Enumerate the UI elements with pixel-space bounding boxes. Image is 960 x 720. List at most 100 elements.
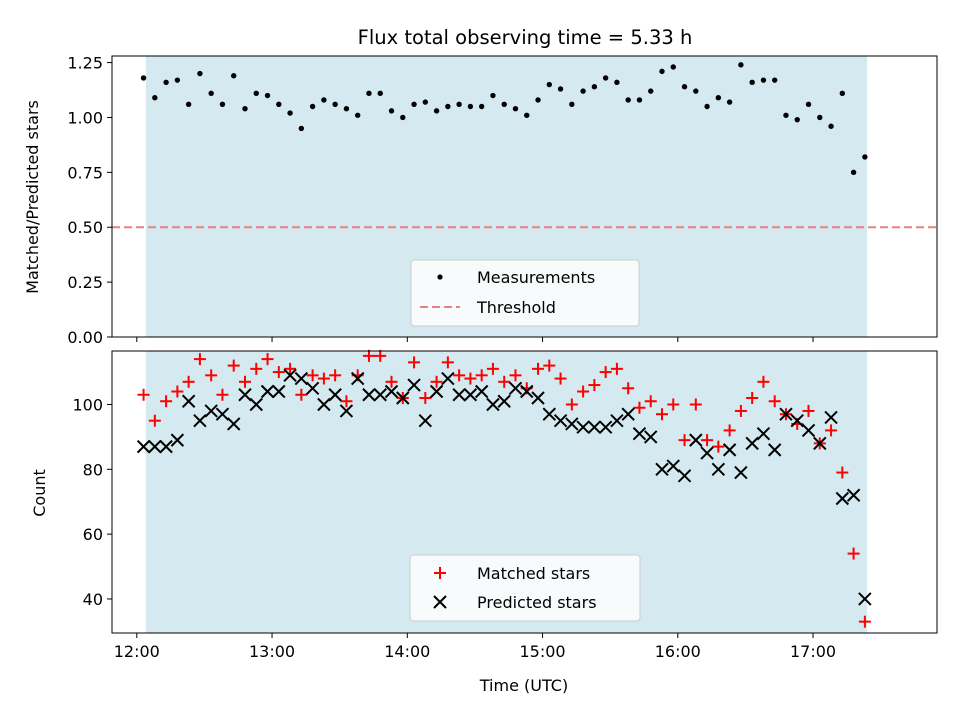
top-y-tick-label: 0.75 xyxy=(67,163,103,182)
measurement-point xyxy=(388,108,395,114)
measurement-point xyxy=(197,70,203,77)
top-legend-box xyxy=(410,259,640,327)
predicted-star-point xyxy=(193,413,207,428)
bottom-y-axis-label: Count xyxy=(30,469,49,517)
matched-star-point xyxy=(701,434,714,447)
bottom-plot-area xyxy=(136,349,872,628)
matched-star-point xyxy=(858,615,871,628)
predicted-star-point xyxy=(497,394,511,408)
predicted-star-point xyxy=(249,397,263,412)
predicted-star-point xyxy=(294,371,309,386)
measurement-point xyxy=(783,112,789,118)
predicted-star-point xyxy=(238,388,252,402)
measurement-point xyxy=(535,97,541,103)
predicted-star-point xyxy=(373,388,387,402)
top-y-ticks: 0.00 0.25 0.50 0.75 1.00 1.25 xyxy=(67,54,112,347)
predicted-star-point xyxy=(610,413,624,428)
predicted-star-point xyxy=(362,388,376,402)
measurement-point xyxy=(152,95,158,101)
measurement-point xyxy=(636,97,643,103)
matched-star-point xyxy=(408,356,421,369)
measurement-point xyxy=(738,62,744,68)
top-axes: 0.00 0.25 0.50 0.75 1.00 1.25 Matched/Predict… xyxy=(23,54,938,347)
matched-star-point xyxy=(475,369,488,382)
matched-star-point xyxy=(216,388,229,401)
matched-star-point xyxy=(317,372,330,385)
predicted-star-point xyxy=(835,491,850,506)
predicted-star-point xyxy=(734,465,748,480)
measurement-point xyxy=(726,99,733,105)
matched-star-point xyxy=(825,424,838,437)
matched-star-point xyxy=(295,388,308,401)
x-tick-label: 15:00 xyxy=(519,642,565,661)
measurement-point xyxy=(715,95,722,101)
x-tick-label: 14:00 xyxy=(384,642,430,661)
matched-star-point xyxy=(610,362,623,375)
measurement-point xyxy=(794,116,800,123)
matched-star-point xyxy=(272,366,285,379)
predicted-star-point xyxy=(632,426,647,441)
predicted-star-point xyxy=(328,388,342,402)
measurement-point xyxy=(862,154,868,160)
top-y-tick-label: 1.25 xyxy=(67,54,103,73)
matched-star-point xyxy=(171,385,184,398)
measurement-point xyxy=(772,77,778,83)
bottom-legend: Matched stars Predicted stars xyxy=(409,554,641,622)
predicted-star-point xyxy=(418,413,433,428)
predicted-star-point xyxy=(384,384,399,399)
matched-star-point xyxy=(486,362,499,375)
predicted-star-point xyxy=(215,407,230,421)
matched-star-point xyxy=(712,440,725,453)
top-y-tick-label: 0.00 xyxy=(67,328,103,347)
measurement-point xyxy=(264,92,271,99)
legend-measurements-label: Measurements xyxy=(477,268,595,287)
bottom-y-tick-label: 80 xyxy=(83,460,103,479)
predicted-star-point xyxy=(858,592,872,606)
measurement-point xyxy=(298,125,305,132)
predicted-star-point xyxy=(598,420,613,434)
measurement-point xyxy=(445,103,451,110)
predicted-star-point xyxy=(644,430,658,444)
predicted-star-point xyxy=(722,443,737,457)
measurement-point xyxy=(805,101,812,107)
matched-star-point xyxy=(656,408,668,421)
measurement-point xyxy=(648,88,654,94)
predicted-star-point xyxy=(227,417,241,431)
measurement-point xyxy=(839,90,846,97)
matched-star-point xyxy=(340,395,353,408)
matched-star-point xyxy=(362,349,375,362)
measurement-point xyxy=(411,101,417,107)
matched-star-point xyxy=(678,434,691,447)
predicted-star-point xyxy=(486,397,500,412)
matched-star-point xyxy=(374,349,387,362)
matched-star-point xyxy=(205,369,218,382)
measurement-point xyxy=(242,105,248,112)
x-axis-label: Time (UTC) xyxy=(479,676,568,695)
predicted-star-point xyxy=(260,384,275,399)
measurement-point xyxy=(332,101,338,107)
matched-star-point xyxy=(148,414,161,427)
matched-star-point xyxy=(768,395,781,408)
measurement-point xyxy=(208,90,214,97)
matched-star-point xyxy=(734,404,747,417)
bottom-y-tick-label: 40 xyxy=(83,590,103,609)
predicted-star-point xyxy=(531,391,545,405)
predicted-star-point xyxy=(136,439,151,454)
x-tick-label: 13:00 xyxy=(249,642,295,661)
matched-star-point xyxy=(419,392,432,404)
predicted-star-point xyxy=(745,436,759,451)
matched-star-point xyxy=(193,353,206,366)
predicted-star-point xyxy=(170,433,185,447)
measurement-point xyxy=(569,101,575,107)
x-tick-label: 17:00 xyxy=(790,642,836,661)
matched-star-point xyxy=(509,369,522,382)
predicted-star-point xyxy=(272,384,286,399)
predicted-star-point xyxy=(350,371,365,386)
bottom-x-ticks: 12:00 13:00 14:00 15:00 16:00 17:00 xyxy=(114,633,836,661)
predicted-star-point xyxy=(790,413,804,428)
matched-star-point xyxy=(464,372,477,385)
matched-star-point xyxy=(430,375,443,388)
predicted-star-point xyxy=(666,459,680,473)
x-tick-label: 12:00 xyxy=(114,642,160,661)
bottom-y-tick-label: 100 xyxy=(72,395,103,414)
